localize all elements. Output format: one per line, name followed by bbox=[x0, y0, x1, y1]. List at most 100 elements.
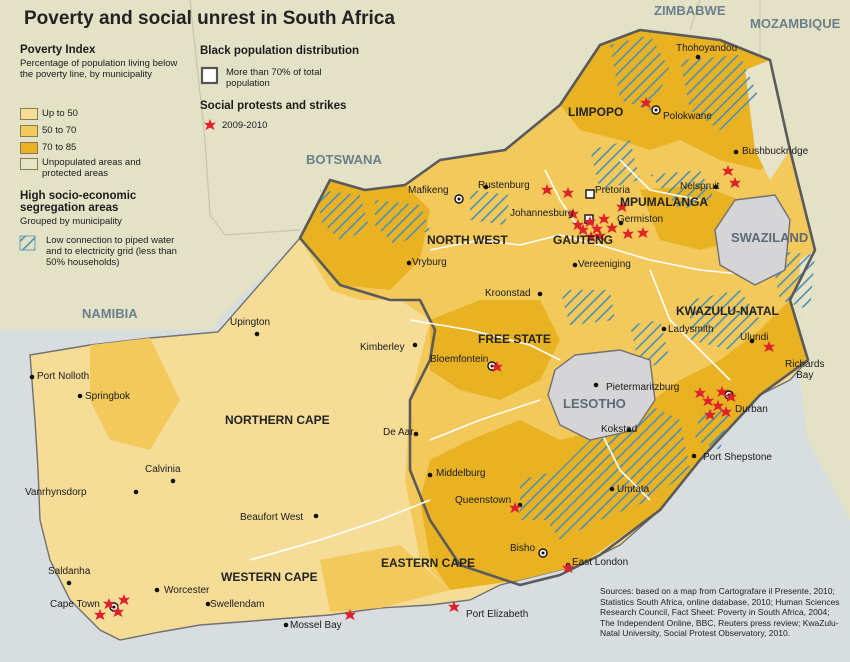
city-label-swellendam: Swellendam bbox=[210, 599, 265, 610]
legend-poverty: Poverty Index Percentage of population l… bbox=[20, 44, 200, 80]
zimbabwe-mozambique-border bbox=[689, 0, 761, 60]
city-label-east-london: East London bbox=[572, 557, 629, 568]
city-label-port-nolloth: Port Nolloth bbox=[37, 371, 90, 382]
city-label-ulundi: Ulundi bbox=[740, 332, 769, 343]
protest-marker bbox=[598, 213, 610, 224]
province-borders bbox=[249, 159, 751, 561]
neighbour-countries bbox=[0, 0, 850, 520]
city-label-worcester: Worcester bbox=[164, 585, 210, 596]
legend-label-unpopulated: Unpopulated areas and protected areas bbox=[42, 157, 141, 179]
province-label-eastern-cape: EASTERN CAPE bbox=[381, 556, 476, 570]
legend-black-population-heading: Black population distribution bbox=[200, 45, 360, 57]
province-label-north-west: NORTH WEST bbox=[427, 233, 508, 247]
poverty-zone-high-central bbox=[430, 300, 560, 400]
swaziland-shape bbox=[714, 194, 791, 286]
protest-marker bbox=[616, 201, 628, 212]
city-label-springbok: Springbok bbox=[85, 391, 131, 402]
protest-marker bbox=[716, 386, 728, 397]
city-label-port-elizabeth: Port Elizabeth bbox=[466, 609, 529, 620]
legend-protest-icon bbox=[204, 119, 216, 130]
province-label-kwazulu-natal: KWAZULU-NATAL bbox=[676, 304, 779, 318]
city-label-saldanha: Saldanha bbox=[48, 566, 91, 577]
protest-marker bbox=[118, 594, 130, 605]
legend-protests-heading: Social protests and strikes bbox=[200, 100, 347, 112]
botswana-namibia-border bbox=[189, 0, 301, 236]
protest-marker bbox=[637, 227, 649, 238]
city-label-upington: Upington bbox=[230, 317, 271, 328]
protest-marker bbox=[94, 609, 106, 620]
legend-swatch-50-70 bbox=[20, 125, 38, 137]
protest-marker bbox=[763, 341, 775, 352]
protest-marker bbox=[702, 395, 714, 406]
protest-marker bbox=[712, 400, 724, 411]
legend-label-70-85: 70 to 85 bbox=[42, 142, 77, 153]
legend-segregation-swatch bbox=[19, 235, 36, 251]
city-label-pretoria: Pretoria bbox=[595, 185, 631, 196]
city-label-germiston: Germiston bbox=[617, 214, 664, 225]
protest-marker bbox=[509, 502, 521, 513]
protest-marker bbox=[562, 187, 574, 198]
country-label-zimbabwe: ZIMBABWE bbox=[654, 3, 726, 18]
protest-markers bbox=[94, 97, 775, 620]
legend-swatch-70-85 bbox=[20, 142, 38, 154]
city-label-queenstown: Queenstown bbox=[455, 495, 512, 506]
legend-segregation-label: Low connection to piped water and to ele… bbox=[46, 235, 177, 268]
city-label-kroonstad: Kroonstad bbox=[485, 288, 531, 299]
black-population-outline bbox=[298, 28, 817, 587]
pretoria-marker bbox=[585, 189, 595, 199]
legend-segregation-heading: High socio-economic segregation areas bbox=[20, 190, 137, 214]
protest-marker bbox=[585, 231, 597, 242]
protest-marker bbox=[606, 222, 618, 233]
protest-marker bbox=[562, 562, 574, 573]
legend-black-population-swatch bbox=[200, 66, 219, 85]
city-label-nelspruit: Nelspruit bbox=[680, 181, 720, 192]
city-label-vryburg: Vryburg bbox=[412, 257, 447, 268]
legend-poverty-description: Percentage of population living below th… bbox=[20, 58, 178, 80]
protest-marker bbox=[584, 216, 596, 227]
legend-protests-label: 2009-2010 bbox=[222, 120, 268, 131]
segregation-areas bbox=[320, 35, 815, 540]
city-label-umtata: Umtata bbox=[617, 484, 650, 495]
province-label-western-cape: WESTERN CAPE bbox=[221, 570, 318, 584]
protest-marker bbox=[344, 609, 356, 620]
city-label-bloemfontein: Bloemfontein bbox=[430, 354, 489, 365]
city-label-bisho: Bisho bbox=[510, 543, 536, 554]
province-label-northern-cape: NORTHERN CAPE bbox=[225, 413, 330, 427]
city-label-de-aar: De Aar bbox=[383, 427, 414, 438]
city-label-mossel-bay: Mossel Bay bbox=[290, 620, 342, 631]
protest-marker bbox=[720, 406, 732, 417]
protest-marker bbox=[572, 219, 584, 230]
sources-note: Sources: based on a map from Cartografar… bbox=[600, 586, 840, 638]
protest-marker bbox=[594, 230, 606, 241]
poverty-zone-medium-west bbox=[90, 338, 180, 450]
city-label-cape-town: Cape Town bbox=[50, 599, 100, 610]
protest-marker bbox=[491, 361, 503, 372]
protest-marker bbox=[577, 224, 589, 235]
protest-marker bbox=[640, 97, 652, 108]
country-label-namibia: NAMIBIA bbox=[82, 306, 138, 321]
legend-label-up-to-50: Up to 50 bbox=[42, 108, 78, 119]
protest-marker bbox=[694, 387, 706, 398]
city-label-beaufort-west: Beaufort West bbox=[240, 512, 304, 523]
legend-poverty-heading: Poverty Index bbox=[20, 44, 96, 56]
city-label-vanrhynsdorp: Vanrhynsdorp bbox=[25, 487, 87, 498]
map-title: Poverty and social unrest in South Afric… bbox=[24, 8, 395, 29]
legend-label-50-70: 50 to 70 bbox=[42, 125, 77, 136]
protest-marker bbox=[725, 391, 737, 402]
unpopulated-area-north bbox=[745, 60, 790, 180]
city-label-rustenburg: Rustenburg bbox=[478, 180, 530, 191]
city-label-kokstad: Kokstad bbox=[601, 424, 638, 435]
city-label-durban: Durban bbox=[735, 404, 768, 415]
city-label-johannesburg: Johannesburg bbox=[510, 208, 574, 219]
protest-marker bbox=[448, 601, 460, 612]
legend-swatch-up-to-50 bbox=[20, 108, 38, 120]
poverty-zone-medium-cape bbox=[320, 545, 450, 612]
city-label-pietermaritzburg: Pietermaritzburg bbox=[606, 382, 680, 393]
protest-marker bbox=[722, 165, 734, 176]
city-label-polokwane: Polokwane bbox=[663, 111, 712, 122]
lesotho-shape bbox=[547, 349, 656, 441]
protest-marker bbox=[112, 606, 124, 617]
country-label-mozambique: MOZAMBIQUE bbox=[750, 16, 841, 31]
protest-marker bbox=[541, 184, 553, 195]
